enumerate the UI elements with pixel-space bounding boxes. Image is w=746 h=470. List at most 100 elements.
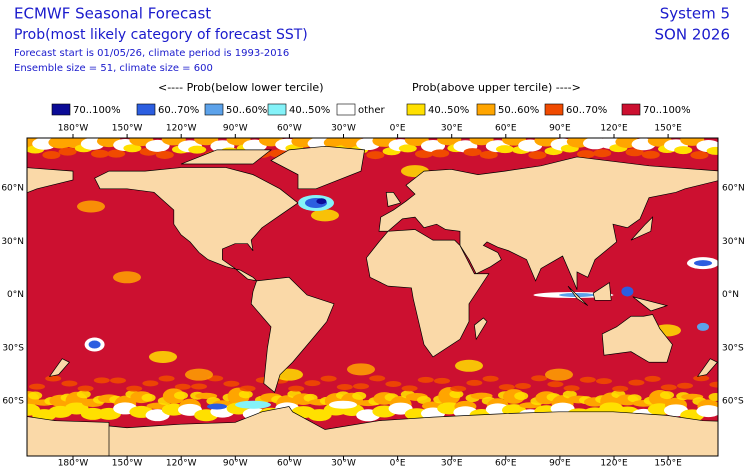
sst-patch	[417, 396, 431, 405]
sst-patch	[28, 391, 43, 400]
land	[27, 167, 74, 193]
land	[474, 317, 488, 341]
sst-patch	[547, 381, 564, 388]
lat-label: 60°S	[2, 397, 24, 407]
sst-patch	[174, 383, 191, 390]
sst-patch	[311, 209, 339, 222]
lat-label: 0°N	[7, 290, 24, 300]
sst-patch	[336, 383, 353, 390]
sst-patch	[563, 385, 580, 392]
legend-swatch	[406, 103, 426, 116]
lon-label: 30°E	[441, 459, 463, 469]
sst-patch	[696, 405, 718, 418]
sst-patch	[450, 385, 467, 392]
lon-label: 120°W	[166, 459, 197, 469]
sst-patch	[528, 151, 547, 160]
lon-label: 120°W	[166, 124, 197, 134]
sst-patch	[142, 380, 159, 387]
map-frame	[26, 137, 719, 457]
sst-patch	[463, 148, 482, 157]
sst-patch	[155, 150, 174, 159]
sst-patch	[596, 378, 612, 385]
sst-patch	[185, 368, 213, 381]
legend-label: 70..100%	[73, 105, 121, 116]
sst-patch	[29, 383, 45, 390]
sst-patch	[304, 380, 321, 387]
sst-patch	[77, 200, 105, 213]
lon-label: 0°E	[390, 459, 406, 469]
land	[270, 145, 366, 190]
lon-label: 30°W	[331, 459, 356, 469]
sst-patch	[77, 385, 94, 392]
legend-swatch	[267, 103, 287, 116]
sst-patch	[61, 380, 78, 387]
lon-label: 90°W	[223, 459, 248, 469]
land	[696, 358, 718, 377]
sst-patch	[466, 379, 483, 386]
sst-patch	[316, 198, 327, 205]
sst-patch	[514, 392, 529, 401]
lat-label: 60°N	[1, 184, 24, 194]
sst-patch	[126, 385, 143, 392]
sst-patch	[709, 381, 718, 388]
sst-patch	[482, 375, 499, 382]
sst-patch	[353, 383, 369, 390]
legend-swatch	[544, 103, 564, 116]
sst-patch	[113, 271, 141, 284]
sst-patch	[88, 340, 101, 349]
lon-label: 0°E	[390, 124, 406, 134]
lat-label: 60°S	[722, 397, 744, 407]
legend-label: 60..70%	[566, 105, 607, 116]
sst-patch	[191, 383, 207, 390]
lon-label: 60°E	[495, 124, 517, 134]
lat-label: 0°N	[722, 290, 739, 300]
sst-patch	[545, 368, 573, 381]
sst-patch	[660, 384, 677, 391]
sst-patch	[593, 149, 612, 158]
lon-label: 90°E	[549, 459, 571, 469]
lon-label: 60°W	[277, 459, 302, 469]
land	[567, 285, 589, 306]
sst-patch	[223, 380, 240, 387]
sst-patch	[369, 375, 386, 382]
sst-patch	[238, 390, 253, 399]
lon-label: 90°E	[549, 124, 571, 134]
sst-patch	[515, 382, 531, 389]
sst-patch	[91, 149, 109, 158]
lat-label: 60°N	[722, 184, 745, 194]
land	[366, 229, 490, 358]
land	[27, 406, 718, 456]
lon-label: 150°E	[654, 459, 682, 469]
sst-patch	[320, 375, 337, 382]
sst-patch	[398, 144, 417, 153]
sst-patch	[107, 149, 126, 158]
lat-label: 30°S	[2, 343, 24, 353]
sst-patch	[621, 286, 634, 297]
sst-patch	[449, 390, 464, 399]
sst-patch	[288, 385, 305, 392]
sst-patch	[674, 146, 693, 155]
lon-label: 180°W	[58, 459, 89, 469]
legend-swatch	[336, 103, 356, 116]
legend-label: 70..100%	[643, 105, 691, 116]
lon-label: 180°W	[58, 124, 89, 134]
lat-label: 30°S	[722, 343, 744, 353]
season: SON 2026	[655, 26, 731, 44]
land	[630, 216, 654, 241]
legend-swatch	[476, 103, 496, 116]
above-heading: Prob(above upper tercile) ---->	[412, 81, 581, 94]
sst-patch	[641, 150, 660, 159]
legend-swatch	[621, 103, 641, 116]
sst-patch	[401, 385, 418, 392]
sst-patch	[58, 147, 77, 156]
land	[0, 314, 24, 362]
sst-patch	[329, 400, 357, 409]
sst-patch	[612, 385, 629, 392]
land	[250, 276, 335, 393]
sst-patch	[158, 375, 175, 382]
legend-swatch	[51, 103, 71, 116]
sst-patch	[93, 377, 110, 384]
lon-label: 120°E	[600, 124, 628, 134]
below-heading: <---- Prob(below lower tercile)	[158, 81, 324, 94]
